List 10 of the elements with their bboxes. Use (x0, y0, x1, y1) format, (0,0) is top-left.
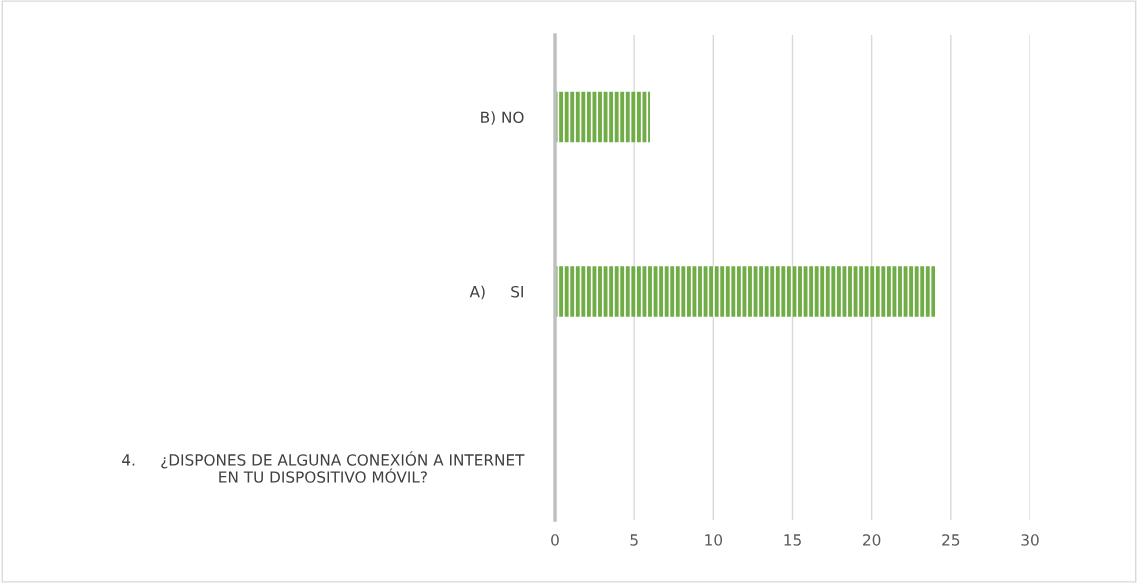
x-tick-label: 0 (551, 534, 559, 546)
x-tick-label: 5 (630, 534, 638, 546)
y-tick-label: 4. ¿DISPONES DE ALGUNA CONEXIÓN A INTERNET EN TU DISPOSITIVO MÓVIL? (122, 451, 525, 483)
x-tick-label: 25 (942, 534, 960, 546)
x-tick-label: 30 (1021, 534, 1039, 546)
x-tick-label: 15 (784, 534, 801, 546)
y-tick-label: A) SI (469, 285, 523, 300)
x-tick-label: 20 (863, 534, 881, 546)
y-tick-label: B) NO (481, 111, 524, 125)
x-tick-label: 10 (705, 534, 723, 546)
